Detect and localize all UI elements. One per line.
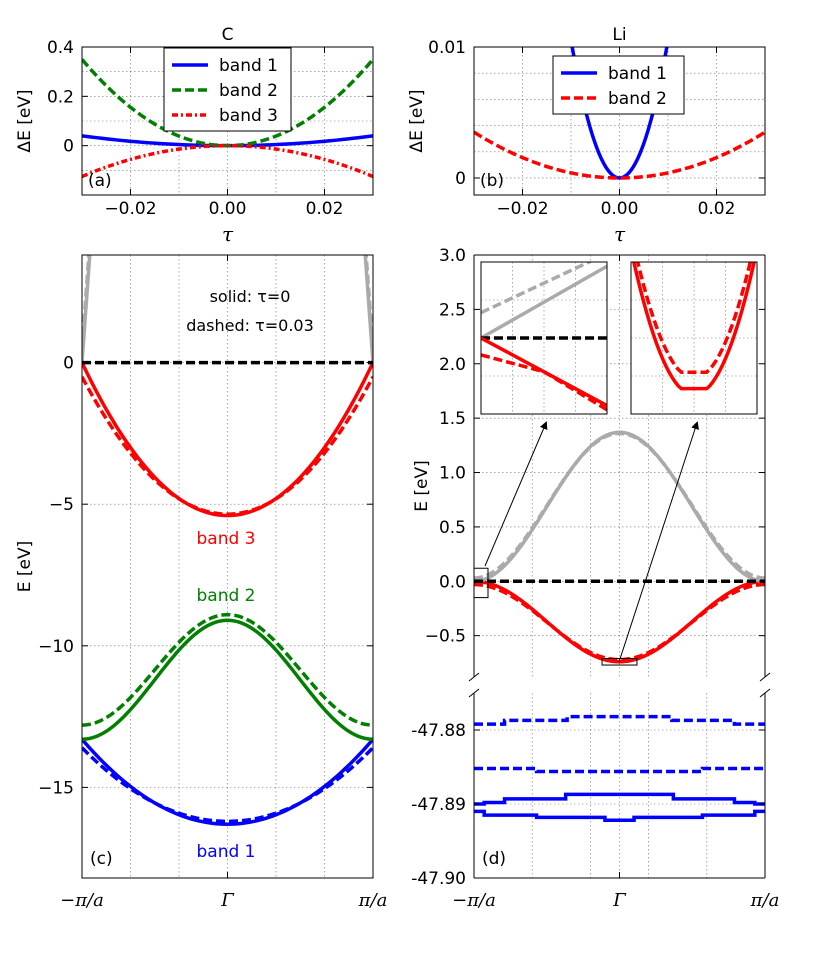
y-tick-label: 0.5 bbox=[439, 518, 466, 538]
zoom-arrow-right bbox=[618, 421, 699, 663]
x-tick-label: Γ bbox=[612, 890, 627, 911]
zoom-arrow-left bbox=[484, 421, 548, 567]
y-tick-label: 3.0 bbox=[439, 246, 466, 266]
y-axis-label: ΔE [eV] bbox=[15, 89, 35, 152]
inset-upper-dashed bbox=[481, 262, 594, 315]
y-axis-label: E [eV] bbox=[15, 541, 35, 593]
x-tick-label: −0.02 bbox=[496, 199, 548, 219]
zoom-box-bottom bbox=[601, 658, 638, 666]
inset-band2-dashed bbox=[481, 353, 607, 412]
y-tick-label: −5 bbox=[49, 495, 74, 515]
panel-label: (d) bbox=[482, 849, 506, 869]
y-tick-label: −10 bbox=[38, 637, 74, 657]
legend-label: band 1 bbox=[219, 56, 278, 76]
label-band-1: band 1 bbox=[197, 842, 256, 862]
inset-band2-solid bbox=[632, 262, 756, 391]
y-tick-label: -47.90 bbox=[411, 869, 466, 889]
x-tick-label: Γ bbox=[220, 890, 235, 911]
y-tick-label: 0 bbox=[63, 354, 74, 374]
series-band-1 bbox=[570, 47, 669, 180]
axis-break-mark bbox=[468, 688, 480, 698]
y-tick-label: −0.5 bbox=[425, 627, 466, 647]
zoom-box-left bbox=[473, 567, 489, 599]
inset-left-frame bbox=[480, 261, 608, 415]
inset-left-series bbox=[481, 262, 607, 414]
axis-break-mark bbox=[759, 688, 771, 698]
x-axis-label: τ bbox=[614, 222, 626, 246]
series-core-band-1-0-03-lower bbox=[474, 766, 765, 774]
x-tick-label: π/a bbox=[358, 890, 388, 911]
y-tick-label: 0.2 bbox=[47, 87, 74, 107]
series-core-band-1-0-lower bbox=[474, 809, 765, 823]
grid bbox=[474, 693, 765, 878]
inset-right-frame bbox=[630, 261, 758, 415]
panel-title: Li bbox=[612, 25, 626, 45]
inset-band2-dashed bbox=[635, 262, 753, 374]
series-band-2 bbox=[474, 130, 765, 180]
series-band-2-0- bbox=[474, 579, 765, 664]
y-tick-label: 2.0 bbox=[439, 355, 466, 375]
legend-label: band 3 bbox=[219, 106, 278, 126]
y-tick-label: -47.89 bbox=[411, 795, 466, 815]
panel-label: (b) bbox=[480, 171, 504, 191]
legend-label: band 1 bbox=[608, 64, 667, 84]
label-band-3: band 3 bbox=[197, 529, 256, 549]
y-tick-label: -47.88 bbox=[411, 721, 466, 741]
y-tick-label: 1.0 bbox=[439, 464, 466, 484]
series-band-2-0-03- bbox=[474, 582, 765, 662]
y-tick-label: −15 bbox=[38, 778, 74, 798]
annotation-solid: solid: τ=0 bbox=[210, 287, 291, 306]
panel-title: C bbox=[222, 25, 234, 45]
y-tick-label: 2.5 bbox=[439, 300, 466, 320]
series-band-2-0- bbox=[82, 618, 373, 741]
y-tick-label: 0 bbox=[455, 169, 466, 189]
y-axis-label: ΔE [eV] bbox=[407, 89, 427, 152]
series-band-1-0- bbox=[82, 738, 373, 826]
series-group bbox=[82, 255, 373, 826]
series-upper-right bbox=[363, 255, 373, 363]
y-tick-label: 1.5 bbox=[439, 409, 466, 429]
x-tick-label: −π/a bbox=[452, 890, 496, 911]
annotation-dashed: dashed: τ=0.03 bbox=[186, 316, 314, 335]
series-group bbox=[82, 58, 373, 179]
panel-label: (a) bbox=[88, 171, 112, 191]
x-tick-label: 0.02 bbox=[306, 199, 344, 219]
x-axis-label: τ bbox=[222, 222, 234, 246]
x-tick-label: 0.00 bbox=[601, 199, 639, 219]
series-core-band-1-0-upper bbox=[474, 792, 765, 806]
series-upper-band-0- bbox=[474, 430, 765, 584]
series-band-3-0-03- bbox=[82, 375, 373, 516]
series-band-3 bbox=[82, 143, 373, 179]
panel-label: (c) bbox=[90, 849, 113, 869]
series-group bbox=[474, 47, 765, 180]
legend-box bbox=[552, 55, 685, 115]
x-tick-label: 0.00 bbox=[209, 199, 247, 219]
y-tick-label: 0.4 bbox=[47, 38, 74, 58]
inset-upper-solid bbox=[481, 264, 607, 340]
axis-break-mark bbox=[468, 672, 480, 682]
series-band-1-0-03- bbox=[82, 746, 373, 824]
x-tick-label: π/a bbox=[750, 890, 780, 911]
series-upper-band-0-03- bbox=[474, 431, 765, 580]
legend-label: band 2 bbox=[608, 89, 667, 109]
label-band-2: band 2 bbox=[197, 586, 256, 606]
x-tick-label: 0.02 bbox=[698, 199, 736, 219]
y-tick-label: 0.0 bbox=[439, 572, 466, 592]
y-tick-label: 0.01 bbox=[428, 38, 466, 58]
inset-right-series bbox=[631, 262, 757, 414]
x-tick-label: −π/a bbox=[60, 890, 104, 911]
axis-break-mark bbox=[759, 672, 771, 682]
series-group-lower bbox=[474, 714, 765, 823]
series-core-band-1-0-03-upper bbox=[474, 714, 765, 726]
series-band-2-0-03- bbox=[82, 612, 373, 727]
y-tick-label: 0 bbox=[63, 137, 74, 157]
y-axis-label: E [eV] bbox=[412, 460, 432, 512]
x-tick-label: −0.02 bbox=[104, 199, 156, 219]
legend-label: band 2 bbox=[219, 81, 278, 101]
